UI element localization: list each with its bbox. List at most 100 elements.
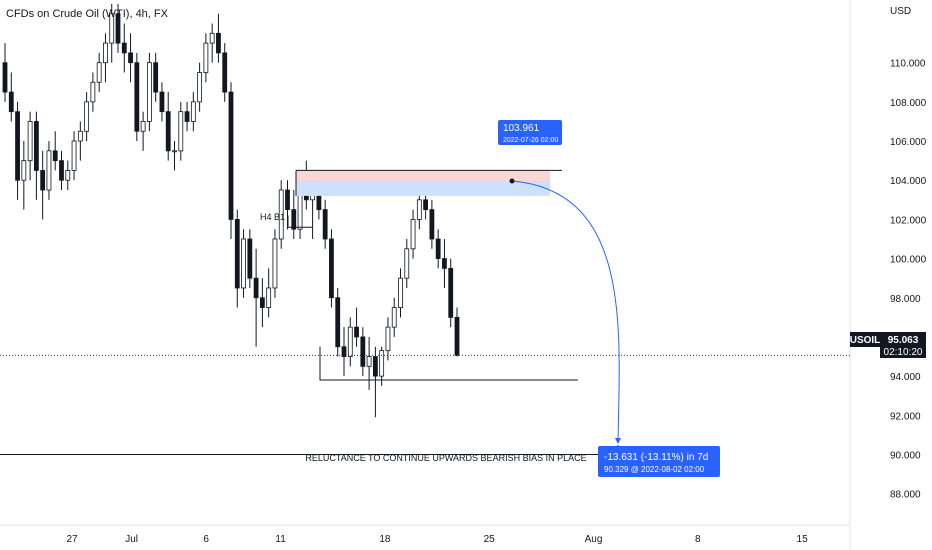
candle xyxy=(71,131,77,181)
candle xyxy=(109,3,115,63)
bias-note: RELUCTANCE TO CONTINUE UPWARDS BEARISH B… xyxy=(305,453,586,463)
projection-start-point xyxy=(509,178,515,184)
candle xyxy=(90,72,96,112)
symbol-label-bg xyxy=(850,332,880,347)
candle xyxy=(398,268,403,318)
candle xyxy=(21,141,27,210)
x-tick-label: 27 xyxy=(66,534,78,545)
x-axis[interactable]: 27 Jul 6 11 18 25 Aug 8 15 xyxy=(66,534,808,545)
x-tick-label: 6 xyxy=(203,534,209,545)
candle xyxy=(2,43,8,102)
candle xyxy=(442,238,447,288)
candle xyxy=(96,52,102,93)
candle xyxy=(15,101,20,200)
last-price-value: 95.063 xyxy=(888,335,919,346)
candle xyxy=(329,229,334,308)
x-tick-label: 8 xyxy=(695,534,701,545)
candle xyxy=(416,190,422,230)
candle xyxy=(372,346,378,418)
candle xyxy=(379,346,385,386)
candle xyxy=(153,52,159,102)
candle xyxy=(165,92,171,161)
y-axis[interactable]: 110.000 108.000 106.000 104.000 102.000 100.0… xyxy=(890,59,927,501)
y-tick-label: 88.000 xyxy=(890,490,921,501)
x-tick-label: 15 xyxy=(797,534,809,545)
candle xyxy=(146,52,152,132)
x-tick-label: 11 xyxy=(275,534,286,545)
candle xyxy=(404,238,410,288)
candle xyxy=(266,268,272,318)
y-tick-label: 106.000 xyxy=(890,137,927,148)
candle xyxy=(216,13,221,63)
candle xyxy=(335,287,341,357)
y-tick-label: 104.000 xyxy=(890,176,927,187)
candle xyxy=(347,317,353,367)
candle xyxy=(84,92,90,142)
candle xyxy=(234,209,240,308)
candle xyxy=(241,229,246,298)
projection-arc xyxy=(511,180,620,443)
candle xyxy=(253,248,259,347)
candle xyxy=(103,33,108,83)
candle xyxy=(115,3,121,53)
candle xyxy=(178,101,184,161)
candle xyxy=(172,141,177,171)
candle xyxy=(121,23,127,73)
x-tick-label: 18 xyxy=(379,534,391,545)
candle xyxy=(209,23,215,63)
candle xyxy=(46,141,52,200)
last-price-badge xyxy=(880,332,926,358)
projection-start-price: 103.961 xyxy=(503,123,540,134)
resistance-zone-lower xyxy=(296,180,550,196)
support-line xyxy=(319,346,578,381)
candle xyxy=(52,131,58,171)
candle xyxy=(259,278,265,328)
y-tick-label: 92.000 xyxy=(890,411,921,422)
h4-b1-label: H4 B1 xyxy=(260,212,285,222)
candle xyxy=(360,327,366,377)
candle xyxy=(8,72,14,122)
h4-b1-bracket xyxy=(287,215,312,228)
candle xyxy=(322,199,328,249)
projection-arrowhead xyxy=(615,438,621,445)
candle xyxy=(27,111,33,181)
candle xyxy=(77,121,83,161)
projection-start-date: 2022-07-26 02:00 xyxy=(503,137,558,144)
symbol-label: USOIL xyxy=(850,335,881,346)
candle xyxy=(197,62,203,112)
overlay-layer xyxy=(0,169,850,455)
candle xyxy=(341,327,347,377)
currency-label: USD xyxy=(890,6,911,17)
projection-end-badge xyxy=(598,446,720,477)
projection-start-badge xyxy=(498,120,562,145)
y-tick-label: 110.000 xyxy=(890,59,926,70)
y-tick-label: 108.000 xyxy=(890,98,927,109)
candle xyxy=(59,150,64,191)
candle xyxy=(134,52,140,142)
candle xyxy=(140,111,146,151)
candle xyxy=(33,111,39,200)
candle xyxy=(429,199,435,249)
candle xyxy=(435,229,441,269)
candle xyxy=(228,82,234,239)
y-tick-label: 102.000 xyxy=(890,215,927,226)
candle xyxy=(291,190,297,239)
candle xyxy=(40,150,46,220)
projection-end-detail: 90.329 @ 2022-08-02 02:00 xyxy=(604,465,705,474)
candle xyxy=(272,229,278,298)
candle xyxy=(184,101,190,132)
y-tick-label: 100.000 xyxy=(890,255,927,266)
chart-title: CFDs on Crude Oil (WTI), 4h, FX xyxy=(6,8,169,20)
y-tick-label: 90.000 xyxy=(890,450,921,461)
candle xyxy=(278,180,284,249)
candle xyxy=(354,307,359,347)
countdown-value: 02:10:20 xyxy=(884,347,923,358)
candle xyxy=(65,160,71,191)
candle xyxy=(190,92,196,132)
candle xyxy=(391,297,397,337)
resistance-zone-upper xyxy=(296,170,550,181)
x-tick-label: Jul xyxy=(125,534,138,545)
projection-change: -13.631 (-13.11%) in 7d xyxy=(604,452,708,463)
candle xyxy=(222,43,228,102)
